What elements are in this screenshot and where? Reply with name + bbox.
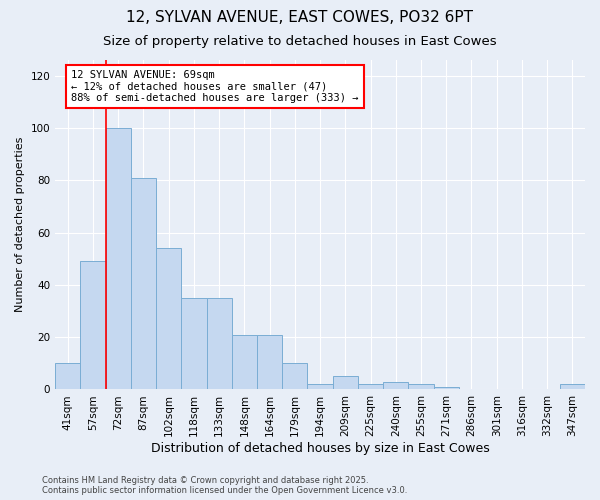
Text: Size of property relative to detached houses in East Cowes: Size of property relative to detached ho… bbox=[103, 35, 497, 48]
Bar bbox=[232, 334, 257, 390]
X-axis label: Distribution of detached houses by size in East Cowes: Distribution of detached houses by size … bbox=[151, 442, 490, 455]
Bar bbox=[332, 376, 358, 390]
Bar bbox=[409, 384, 434, 390]
Text: 12 SYLVAN AVENUE: 69sqm
← 12% of detached houses are smaller (47)
88% of semi-de: 12 SYLVAN AVENUE: 69sqm ← 12% of detache… bbox=[71, 70, 359, 103]
Text: Contains HM Land Registry data © Crown copyright and database right 2025.
Contai: Contains HM Land Registry data © Crown c… bbox=[42, 476, 407, 495]
Bar bbox=[257, 334, 282, 390]
Bar bbox=[156, 248, 181, 390]
Bar bbox=[106, 128, 131, 390]
Bar bbox=[358, 384, 383, 390]
Text: 12, SYLVAN AVENUE, EAST COWES, PO32 6PT: 12, SYLVAN AVENUE, EAST COWES, PO32 6PT bbox=[127, 10, 473, 25]
Bar bbox=[131, 178, 156, 390]
Bar bbox=[206, 298, 232, 390]
Bar bbox=[282, 364, 307, 390]
Y-axis label: Number of detached properties: Number of detached properties bbox=[15, 137, 25, 312]
Bar bbox=[307, 384, 332, 390]
Bar bbox=[434, 387, 459, 390]
Bar bbox=[383, 382, 409, 390]
Bar bbox=[55, 364, 80, 390]
Bar bbox=[80, 262, 106, 390]
Bar bbox=[181, 298, 206, 390]
Bar bbox=[560, 384, 585, 390]
